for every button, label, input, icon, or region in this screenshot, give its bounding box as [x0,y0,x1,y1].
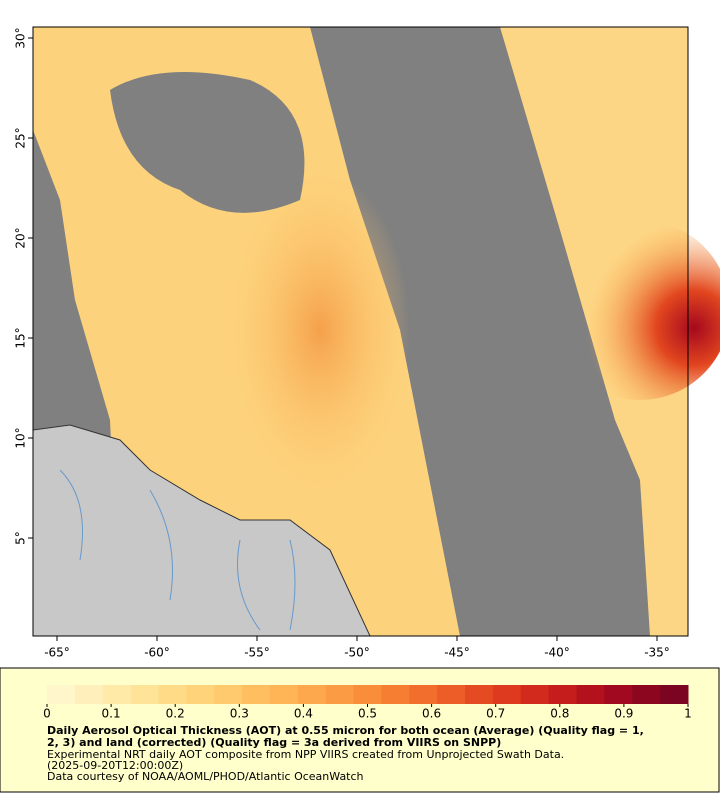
caption-title: Daily Aerosol Optical Thickness (AOT) at… [47,724,644,737]
colorbar-swatch [297,685,327,704]
colorbar-swatch [353,685,382,704]
x-tick-label: -35° [644,646,670,660]
colorbar-swatch [325,685,355,704]
plot-frame [32,26,689,637]
cloud-gap [110,72,305,213]
x-tick-label: -45° [444,646,470,660]
y-tick-label: 30° [14,27,28,48]
colorbar-swatch [660,685,689,704]
x-tick-label: -50° [344,646,370,660]
colorbar-tick-label: 0.1 [102,707,121,721]
colorbar-swatch [604,685,633,704]
colorbar-swatch [548,685,578,704]
y-tick-label: 20° [14,227,28,248]
caption-title: 2, 3) and land (corrected) (Quality flag… [47,736,501,749]
colorbar-swatch [409,685,438,704]
colorbar-swatch [269,685,299,704]
colorbar-swatch [632,685,661,704]
colorbar-swatch [102,685,132,704]
colorbar-tick-label: 0.2 [166,707,185,721]
caption-line: Experimental NRT daily AOT composite fro… [47,748,564,761]
x-tick-label: -65° [44,646,70,660]
y-tick-label: 5° [14,531,28,545]
colorbar-tick-label: 0.8 [550,707,569,721]
colorbar-tick-label: 0.4 [294,707,313,721]
colorbar-swatch [437,685,466,704]
colorbar-swatch [158,685,187,704]
colorbar-swatch [520,685,550,704]
x-tick-label: -55° [244,646,270,660]
colorbar-swatch [47,685,76,704]
colorbar-tick-label: 0.9 [614,707,633,721]
colorbar-tick-label: 0.7 [486,707,505,721]
colorbar-swatch [381,685,410,704]
rivers [59,469,296,631]
x-tick-label: -60° [144,646,170,660]
colorbar-tick-label: 0 [43,707,51,721]
caption-line: (2025-09-20T12:00:00Z) [47,759,183,772]
x-tick-label: -40° [544,646,570,660]
colorbar-swatch [465,685,494,704]
colorbar-swatch [492,685,522,704]
colorbar-swatch [214,685,243,704]
colorbar-tick-label: 1 [684,707,692,721]
colorbar-tick-label: 0.5 [358,707,377,721]
colorbar-swatch [576,685,605,704]
y-tick-label: 25° [14,127,28,148]
colorbar-tick-label: 0.3 [230,707,249,721]
colorbar-swatch [130,685,159,704]
colorbar-tick-label: 0.6 [422,707,441,721]
caption-line: Data courtesy of NOAA/AOML/PHOD/Atlantic… [47,770,364,783]
y-tick-label: 15° [14,327,28,348]
colorbar-swatch [242,685,271,704]
colorbar-swatch [74,685,104,704]
aerosol-plume-east [550,220,720,400]
colorbar-swatch [186,685,215,704]
y-tick-label: 10° [14,427,28,448]
aerosol-plume [230,170,410,490]
